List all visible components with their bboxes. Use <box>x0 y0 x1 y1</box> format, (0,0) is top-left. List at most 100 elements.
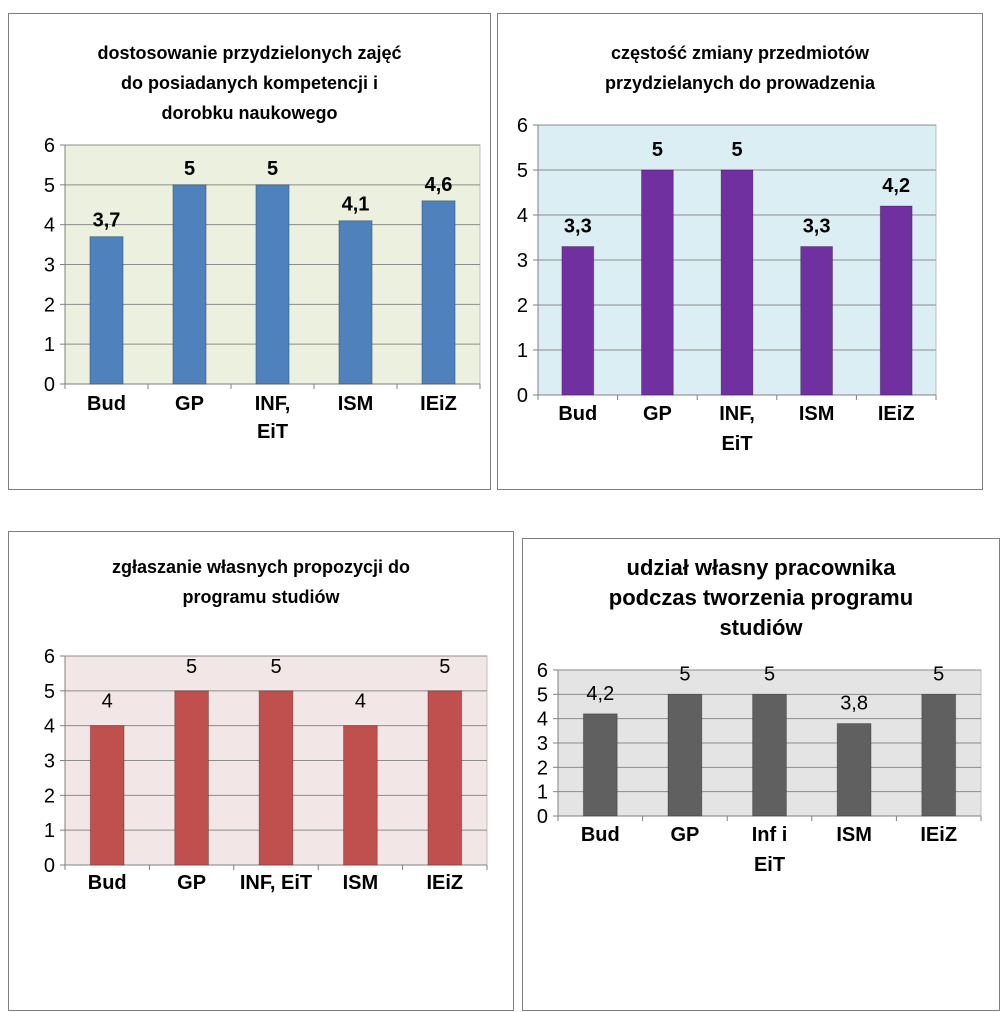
x-tick-label: Bud <box>581 824 620 846</box>
bar <box>89 236 124 385</box>
y-tick-label: 0 <box>537 806 548 828</box>
chart-panel-4: udział własny pracownika podczas tworzen… <box>522 538 1000 1011</box>
y-tick-label: 5 <box>44 681 55 703</box>
bar <box>258 690 294 866</box>
bar <box>800 246 834 396</box>
bar <box>667 693 703 817</box>
bar <box>582 713 618 817</box>
bar <box>879 205 913 396</box>
y-tick-label: 6 <box>537 660 548 682</box>
data-label: 5 <box>764 663 775 685</box>
chart-panel-2: częstość zmiany przedmiotów przydzielany… <box>497 13 983 490</box>
y-tick-label: 0 <box>44 855 55 877</box>
x-tick-label: GP <box>175 393 204 415</box>
bar <box>174 690 209 866</box>
bar <box>89 725 125 866</box>
data-label: 3,3 <box>803 216 831 238</box>
x-tick-label: GP <box>643 403 672 425</box>
x-tick-label: IEiZ <box>920 824 957 846</box>
y-tick-label: 6 <box>44 646 55 668</box>
bar <box>752 693 787 817</box>
data-label: 5 <box>267 158 278 180</box>
data-label: 5 <box>270 656 281 678</box>
bar <box>338 220 373 385</box>
y-tick-label: 0 <box>517 385 528 407</box>
data-label: 4,6 <box>425 174 453 196</box>
data-label: 5 <box>652 139 663 161</box>
x-tick-label: Bud <box>558 403 597 425</box>
y-tick-label: 6 <box>517 115 528 137</box>
data-label: 4,2 <box>882 175 910 197</box>
data-label: 3,7 <box>93 210 121 232</box>
y-tick-label: 1 <box>44 334 55 356</box>
chart-plot: 0 1 2 3 4 5 6 4 Bud 5 GP 5 INF, EiT 4 ISM 5 IEiZ <box>44 646 488 894</box>
x-tick-label: IEiZ <box>878 403 915 425</box>
y-tick-label: 1 <box>517 340 528 362</box>
y-tick-label: 2 <box>517 295 528 317</box>
y-tick-label: 4 <box>517 205 528 227</box>
data-label: 4,1 <box>342 194 370 216</box>
bar <box>255 184 290 385</box>
x-tick-label: Bud <box>87 393 126 415</box>
x-tick-label: GP <box>670 824 699 846</box>
y-tick-label: 3 <box>517 250 528 272</box>
y-tick-label: 4 <box>44 716 55 738</box>
y-tick-label: 4 <box>44 215 55 237</box>
x-tick-label: ISM <box>338 393 374 415</box>
x-tick-label: GP <box>177 872 206 894</box>
chart-plot: 0 1 2 3 4 5 6 3,3 Bud 5 GP 5 INF, EiT 3,3 ISM 4,2 IEiZ <box>517 115 937 455</box>
chart-title: częstość zmiany przedmiotów przydzielany… <box>604 43 876 93</box>
bar <box>343 725 378 866</box>
data-label: 4,2 <box>586 683 614 705</box>
x-tick-label: IEiZ <box>426 872 463 894</box>
x-tick-label: Bud <box>88 872 127 894</box>
y-tick-label: 4 <box>537 709 548 731</box>
y-tick-label: 6 <box>44 135 55 157</box>
data-label: 5 <box>186 656 197 678</box>
y-tick-label: 2 <box>537 757 548 779</box>
bar <box>720 169 754 396</box>
bar <box>836 723 872 817</box>
data-label: 3,3 <box>564 216 592 238</box>
y-tick-label: 0 <box>44 374 55 396</box>
data-label: 5 <box>679 663 690 685</box>
data-label: 5 <box>731 139 742 161</box>
x-tick-label: ISM <box>836 824 872 846</box>
chart-plot: 0 1 2 3 4 5 6 3,7 Bud 5 GP 5 INF, EiT 4,1 ISM 4,6 IEiZ <box>44 135 481 443</box>
chart-title: udział własny pracownika podczas tworzen… <box>608 555 914 640</box>
chart-title: zgłaszanie własnych propozycji do progra… <box>111 557 411 607</box>
bar <box>427 690 463 866</box>
chart-panel-1: dostosowanie przydzielonych zajęć do pos… <box>8 13 491 490</box>
y-tick-label: 2 <box>44 785 55 807</box>
y-tick-label: 1 <box>44 820 55 842</box>
y-tick-label: 2 <box>44 294 55 316</box>
bar <box>421 200 456 385</box>
data-label: 5 <box>184 158 195 180</box>
data-label: 4 <box>102 691 113 713</box>
x-tick-label: INF, EiT <box>240 872 312 894</box>
chart-title: dostosowanie przydzielonych zajęć do pos… <box>97 43 402 123</box>
y-tick-label: 1 <box>537 782 548 804</box>
data-label: 5 <box>933 663 944 685</box>
y-tick-label: 5 <box>537 684 548 706</box>
x-tick-label: IEiZ <box>420 393 457 415</box>
bar <box>921 693 957 817</box>
bar <box>172 184 207 385</box>
y-tick-label: 3 <box>44 751 55 773</box>
y-tick-label: 5 <box>44 175 55 197</box>
x-tick-label: Inf i EiT <box>752 824 788 876</box>
y-tick-label: 3 <box>537 733 548 755</box>
x-tick-label: ISM <box>343 872 379 894</box>
bar <box>640 169 674 396</box>
bar <box>561 246 595 396</box>
x-tick-label: ISM <box>799 403 835 425</box>
y-tick-label: 3 <box>44 255 55 277</box>
data-label: 4 <box>355 691 366 713</box>
chart-panel-3: zgłaszanie własnych propozycji do progra… <box>8 531 514 1011</box>
y-tick-label: 5 <box>517 160 528 182</box>
x-tick-label: INF, EiT <box>719 403 755 455</box>
data-label: 5 <box>439 656 450 678</box>
data-label: 3,8 <box>840 693 868 715</box>
x-tick-label: INF, EiT <box>255 393 291 443</box>
